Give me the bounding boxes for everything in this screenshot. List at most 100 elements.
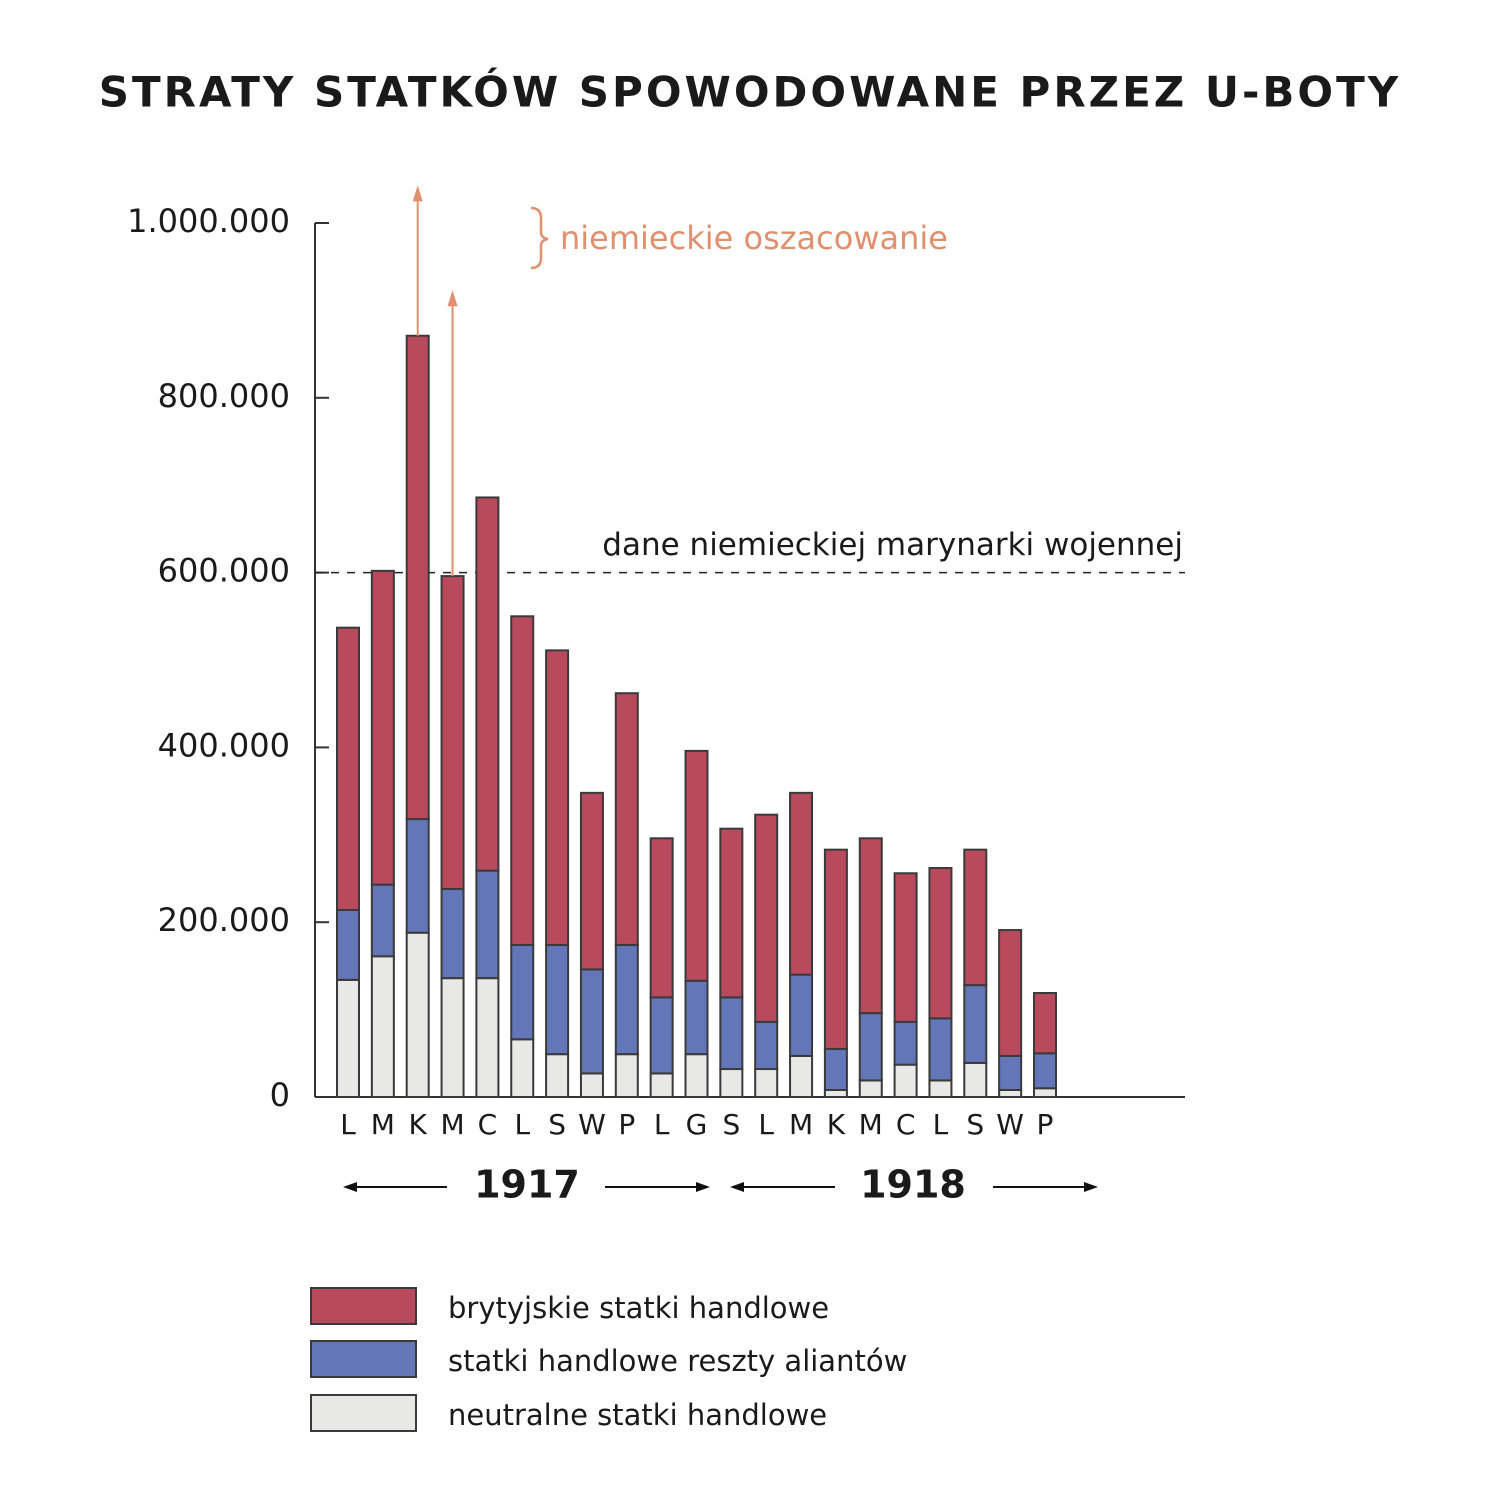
y-tick-label: 1.000.000 xyxy=(127,202,290,240)
bar-segment xyxy=(823,848,848,1050)
bar-segment xyxy=(1033,991,1057,1055)
x-tick-label: W xyxy=(578,1108,606,1141)
bar-segment xyxy=(893,872,918,1023)
bar-segment xyxy=(858,1012,883,1082)
legend-label: neutralne statki handlowe xyxy=(448,1398,827,1432)
bar-segment xyxy=(963,984,988,1064)
y-tick-label: 0 xyxy=(270,1076,290,1114)
bar-segment xyxy=(370,569,395,886)
year-arrowhead xyxy=(1084,1182,1098,1192)
x-tick-label: S xyxy=(548,1108,566,1141)
bar-segment xyxy=(545,943,570,1056)
estimate-arrowhead xyxy=(412,185,423,202)
bar-segment xyxy=(684,749,709,982)
bar-segment xyxy=(370,955,395,1099)
x-tick-label: L xyxy=(340,1108,356,1141)
x-tick-label: S xyxy=(966,1108,984,1141)
bar-segment xyxy=(510,943,535,1041)
bar-segment xyxy=(614,943,639,1056)
estimate-brace xyxy=(530,206,549,270)
bar-segment xyxy=(998,1089,1023,1099)
legend-label: brytyjskie statki handlowe xyxy=(448,1291,829,1325)
bar-segment xyxy=(998,929,1023,1057)
year-label: 1917 xyxy=(474,1163,580,1207)
bar-segment xyxy=(858,837,883,1015)
bar-segment xyxy=(649,837,674,999)
x-tick-label: M xyxy=(440,1108,464,1141)
bar-segment xyxy=(893,1063,918,1098)
bar-segment xyxy=(754,1020,779,1071)
x-tick-label: P xyxy=(618,1108,635,1141)
year-label: 1918 xyxy=(860,1163,966,1207)
bar-segment xyxy=(510,615,535,946)
x-tick-label: C xyxy=(478,1108,498,1141)
bar-segment xyxy=(614,692,639,946)
bar-segment xyxy=(336,908,360,981)
bar-segment xyxy=(823,1047,848,1092)
year-arrowhead xyxy=(696,1182,710,1192)
bar-segment xyxy=(719,1068,744,1098)
bar-segment xyxy=(684,1053,709,1098)
x-tick-label: S xyxy=(722,1108,740,1141)
x-tick-label: L xyxy=(933,1108,949,1141)
bar-segment xyxy=(719,996,744,1071)
bar-segment xyxy=(789,973,814,1057)
bar-segment xyxy=(475,496,500,872)
bar-segment xyxy=(963,848,988,987)
y-tick-label: 600.000 xyxy=(158,552,290,590)
x-tick-label: W xyxy=(996,1108,1024,1141)
legend-swatch xyxy=(310,1340,417,1378)
x-tick-label: L xyxy=(654,1108,670,1141)
bar-segment xyxy=(963,1061,988,1098)
bar-segment xyxy=(823,1089,848,1099)
bar-segment xyxy=(754,813,779,1023)
bar-segment xyxy=(858,1079,883,1099)
bar-segment xyxy=(510,1038,535,1099)
bar-segment xyxy=(754,1068,779,1098)
bar-segment xyxy=(579,791,604,971)
bar-segment xyxy=(789,791,814,976)
bar-segment xyxy=(1033,1052,1057,1090)
x-tick-label: L xyxy=(758,1108,774,1141)
year-arrowhead xyxy=(343,1182,357,1192)
x-tick-label: P xyxy=(1037,1108,1054,1141)
bar-segment xyxy=(928,867,953,1020)
x-tick-label: C xyxy=(896,1108,916,1141)
bar-segment xyxy=(579,968,604,1075)
bar-segment xyxy=(614,1053,639,1098)
bar-segment xyxy=(789,1054,814,1098)
year-arrowhead xyxy=(730,1182,744,1192)
y-tick-label: 800.000 xyxy=(158,377,290,415)
y-tick-label: 200.000 xyxy=(158,901,290,939)
x-tick-label: M xyxy=(789,1108,813,1141)
bar-segment xyxy=(370,883,395,958)
x-tick-label: M xyxy=(371,1108,395,1141)
bar-segment xyxy=(475,977,500,1098)
bar-segment xyxy=(405,818,430,934)
legend-label: statki handlowe reszty aliantów xyxy=(448,1344,907,1378)
x-tick-label: G xyxy=(686,1108,708,1141)
bar-segment xyxy=(336,978,360,1098)
bar-segment xyxy=(475,869,500,980)
bar-segment xyxy=(545,1053,570,1098)
bar-segment xyxy=(998,1054,1023,1092)
bar-segment xyxy=(1033,1087,1057,1099)
y-tick-label: 400.000 xyxy=(158,726,290,764)
bar-segment xyxy=(684,979,709,1056)
bar-segment xyxy=(440,575,465,890)
x-tick-label: K xyxy=(409,1108,428,1141)
bar-segment xyxy=(440,977,465,1098)
bar-segment xyxy=(928,1017,953,1082)
bar-segment xyxy=(405,334,430,821)
legend-swatch xyxy=(310,1394,417,1432)
bar-segment xyxy=(545,649,570,946)
reference-label: dane niemieckiej marynarki wojennej xyxy=(602,527,1183,563)
legend-swatch xyxy=(310,1287,417,1325)
x-tick-label: M xyxy=(859,1108,883,1141)
chart-title: STRATY STATKÓW SPOWODOWANE PRZEZ U-BOTY xyxy=(99,67,1401,117)
bar-segment xyxy=(336,626,360,911)
estimate-label: niemieckie oszacowanie xyxy=(560,219,948,257)
bar-segment xyxy=(579,1072,604,1098)
estimate-arrowhead xyxy=(447,290,458,307)
